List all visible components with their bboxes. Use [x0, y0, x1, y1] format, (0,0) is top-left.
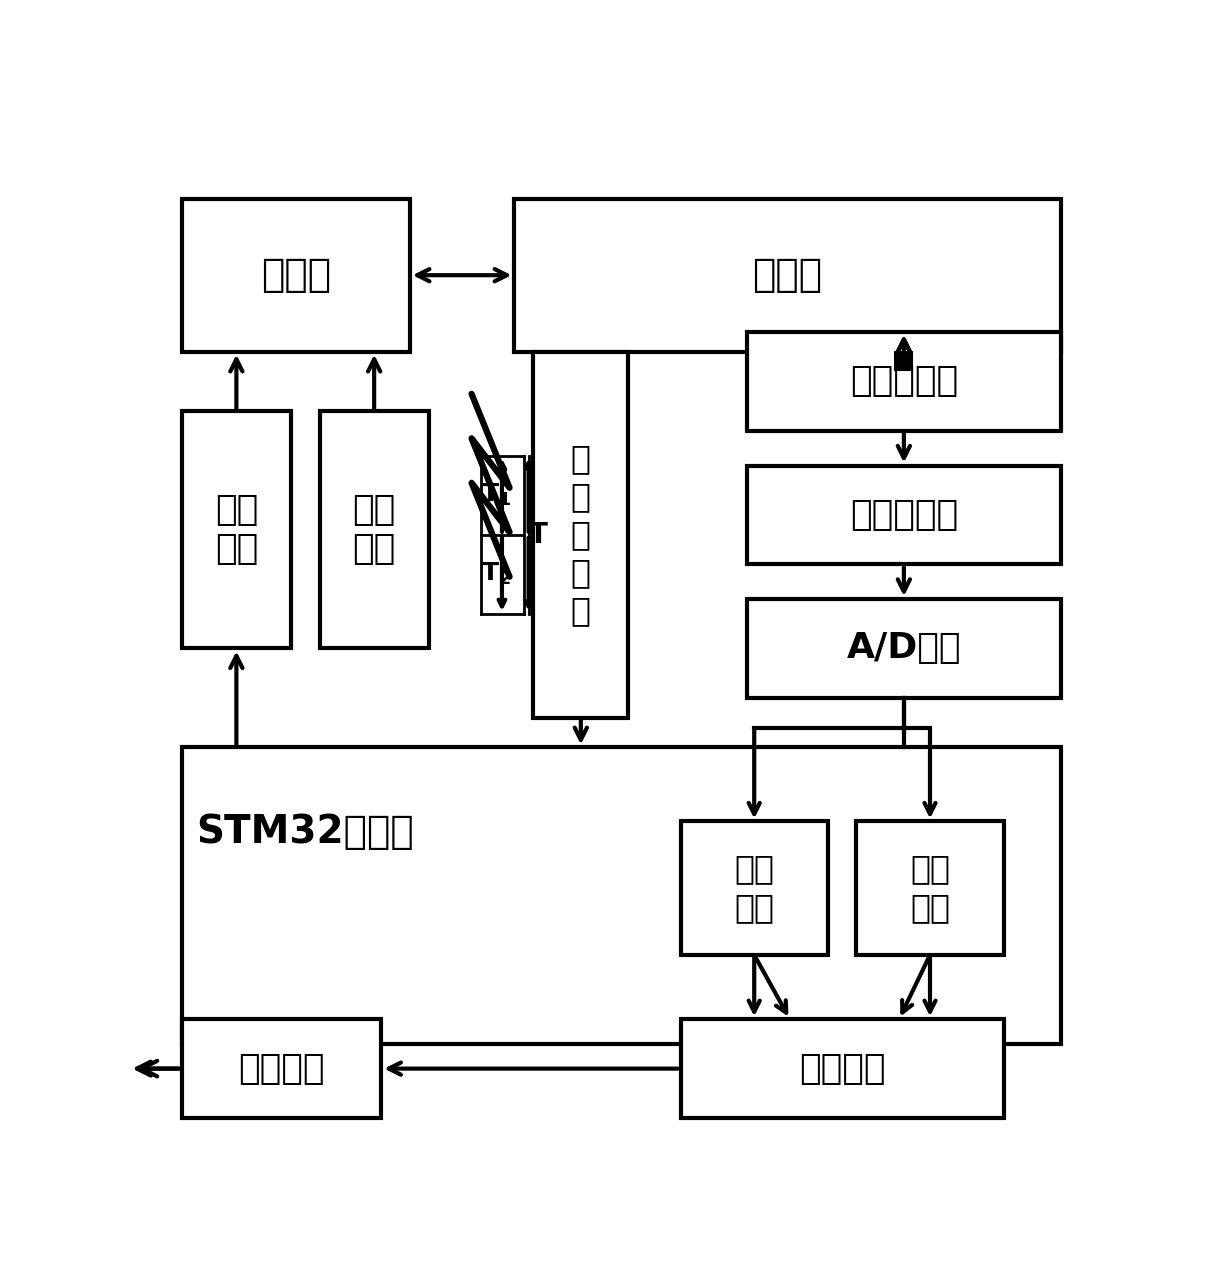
Text: 温
度
传
感
器: 温 度 传 感 器 — [571, 442, 591, 628]
Text: A/D转换: A/D转换 — [847, 632, 961, 665]
FancyBboxPatch shape — [680, 1019, 1004, 1118]
FancyBboxPatch shape — [747, 598, 1060, 698]
Text: $\mathbf{T}$: $\mathbf{T}$ — [527, 521, 548, 548]
Text: 结果输出: 结果输出 — [238, 1052, 325, 1085]
FancyBboxPatch shape — [181, 1019, 381, 1118]
Text: 光电探测器: 光电探测器 — [850, 365, 958, 398]
FancyBboxPatch shape — [747, 466, 1060, 565]
FancyBboxPatch shape — [680, 822, 828, 955]
FancyBboxPatch shape — [181, 199, 409, 352]
FancyBboxPatch shape — [857, 822, 1004, 955]
Text: STM32处理器: STM32处理器 — [196, 813, 413, 850]
Text: 吸收池: 吸收池 — [753, 257, 823, 294]
Text: $\mathbf{T_2}$: $\mathbf{T_2}$ — [482, 561, 511, 587]
Text: 温度补偿: 温度补偿 — [799, 1052, 885, 1085]
FancyBboxPatch shape — [181, 411, 291, 648]
FancyBboxPatch shape — [515, 199, 1060, 352]
Text: 前置放大器: 前置放大器 — [850, 498, 958, 532]
FancyBboxPatch shape — [895, 352, 912, 370]
FancyBboxPatch shape — [320, 411, 429, 648]
Text: 激光器: 激光器 — [261, 257, 331, 294]
Text: 波长
调制: 波长 调制 — [910, 853, 950, 923]
FancyBboxPatch shape — [533, 352, 629, 718]
Text: 温度
控制: 温度 控制 — [215, 493, 257, 566]
FancyBboxPatch shape — [747, 333, 1060, 431]
Text: 直接
吸收: 直接 吸收 — [734, 853, 775, 923]
Text: $\mathbf{T_1}$: $\mathbf{T_1}$ — [481, 482, 511, 508]
FancyBboxPatch shape — [181, 747, 1060, 1044]
Text: 电流
控制: 电流 控制 — [353, 493, 396, 566]
